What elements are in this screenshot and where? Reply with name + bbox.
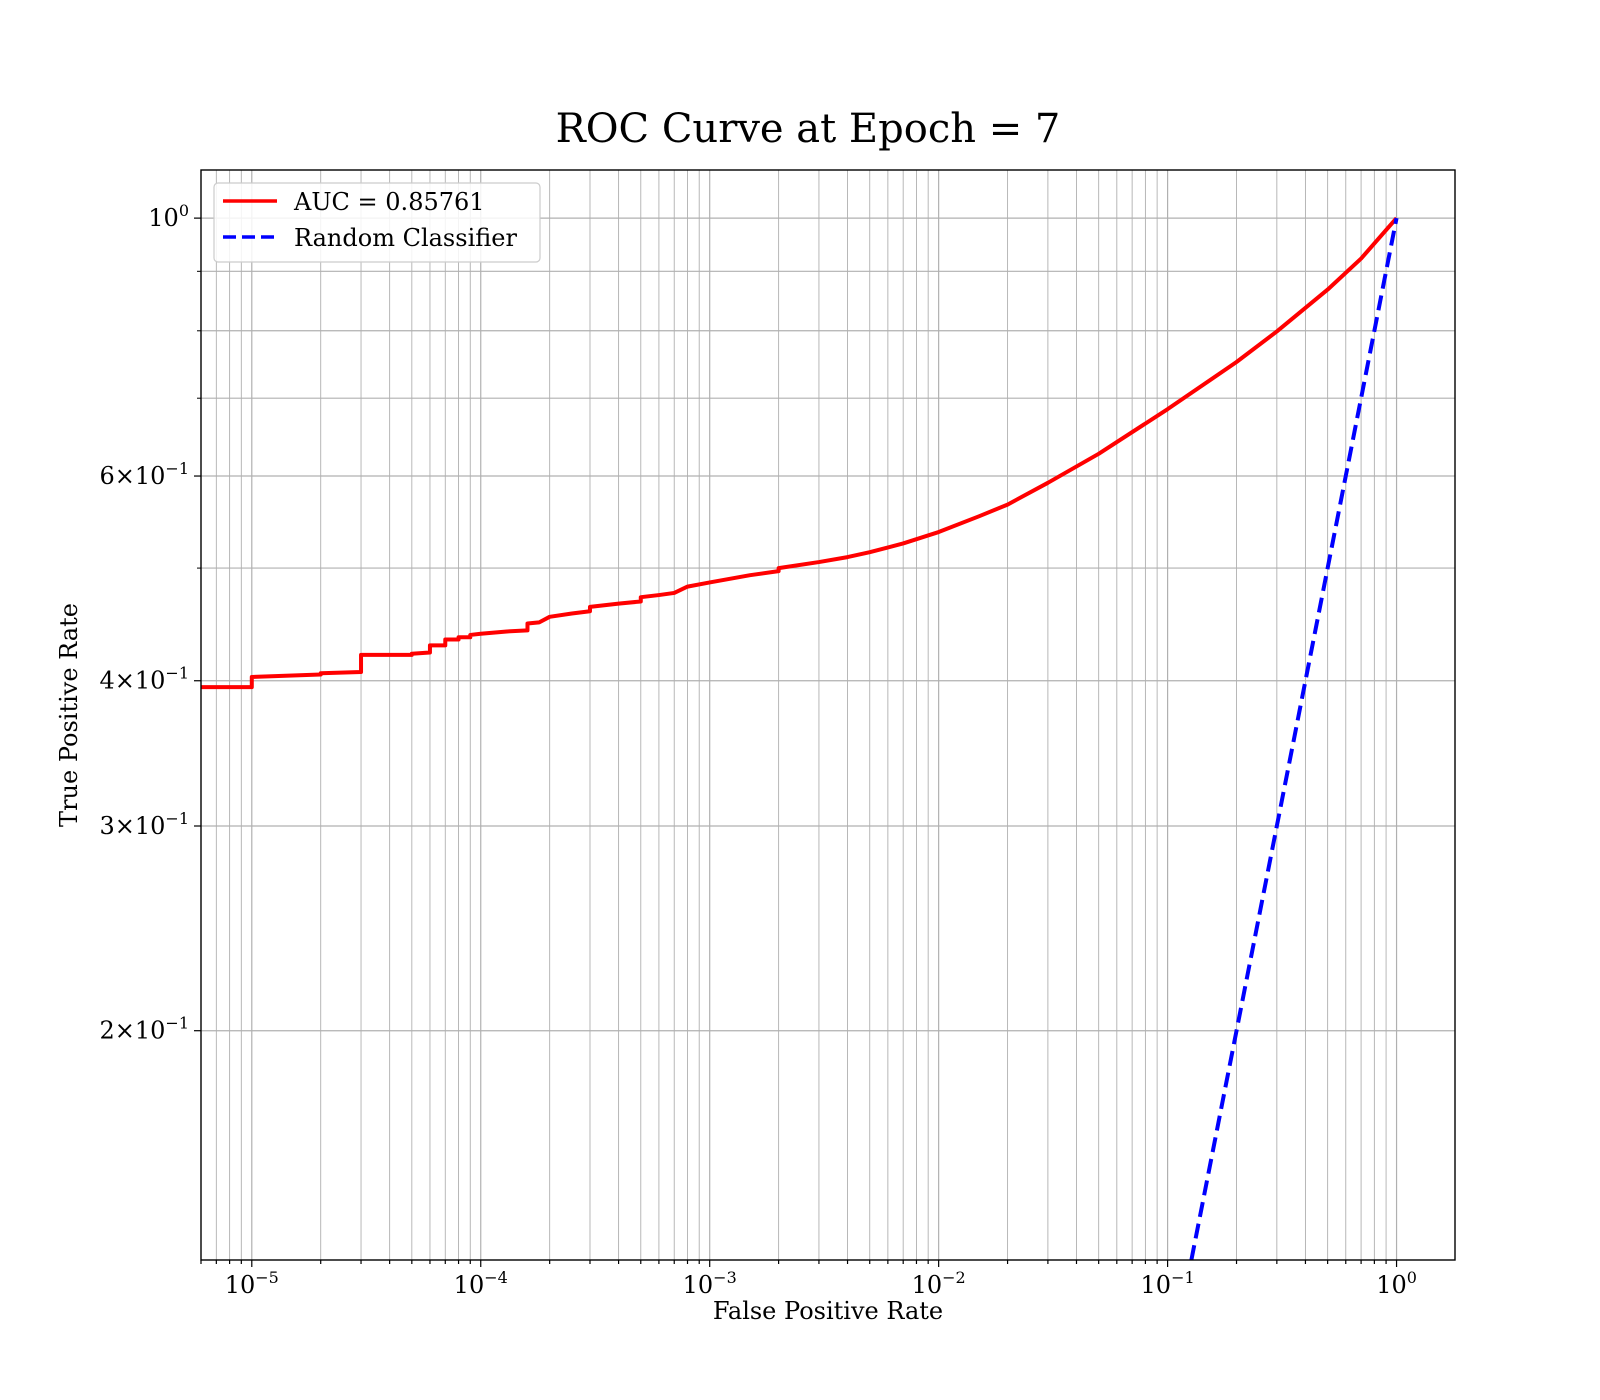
x-tick-label: 10−1 [1141,1268,1195,1299]
series-layer [201,216,1399,1260]
legend-label-auc: AUC = 0.85761 [293,188,485,216]
y-tick-label: 2×10−1 [99,1014,189,1045]
x-tick-label: 10−4 [454,1268,508,1299]
x-tick-label: 10−3 [683,1268,737,1299]
legend: AUC = 0.85761 Random Classifier [213,182,541,263]
chart-title: ROC Curve at Epoch = 7 [556,106,1061,152]
y-tick-label: 3×10−1 [99,809,189,840]
x-ticks: 10−5 10−4 10−3 10−2 10−1 100 [200,1260,1417,1299]
x-tick-label: 100 [1376,1268,1417,1299]
roc-curve-line [201,216,1399,690]
y-ticks: 100 6×10−1 4×10−1 3×10−1 2×10−1 [99,201,201,1045]
y-axis-label: True Positive Rate [55,603,83,827]
x-tick-label: 10−5 [225,1268,279,1299]
y-tick-label: 6×10−1 [99,459,189,490]
plot-frame [200,169,1456,1261]
legend-label-random-classifier: Random Classifier [294,224,517,252]
x-axis-label: False Positive Rate [713,1297,943,1325]
grid [200,170,1455,1260]
x-tick-label: 10−2 [912,1268,966,1299]
y-tick-label: 4×10−1 [99,664,189,695]
y-tick-label: 100 [148,201,189,232]
random-classifier-line [1189,217,1399,1260]
legend-box [213,182,541,263]
